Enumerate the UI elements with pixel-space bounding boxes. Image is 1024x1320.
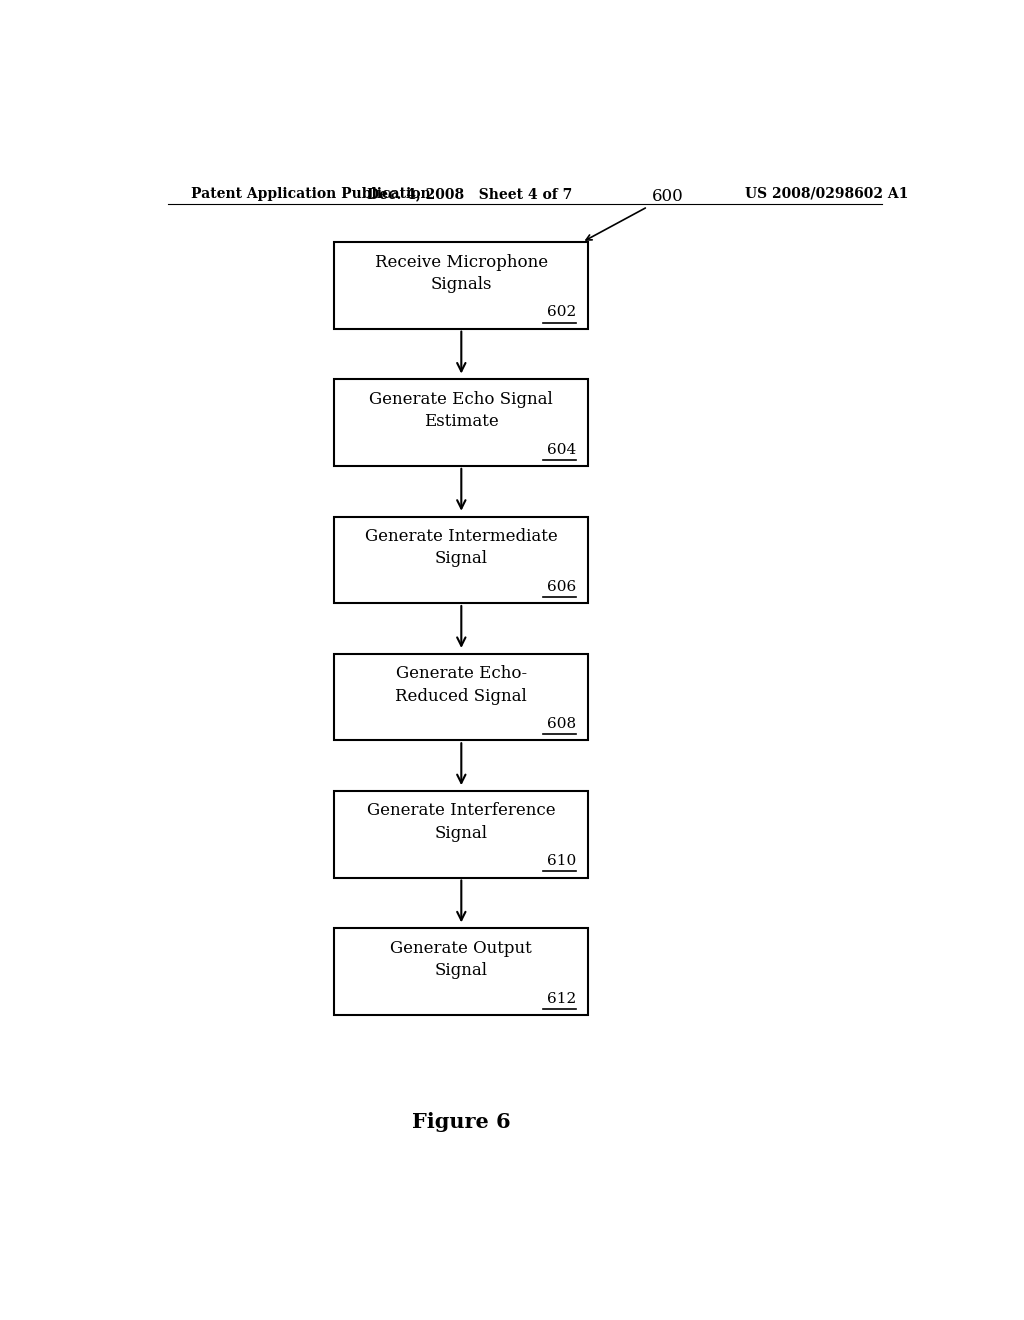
Text: Signal: Signal <box>435 962 487 979</box>
Text: 606: 606 <box>547 579 577 594</box>
Bar <box>334 243 588 329</box>
Text: 600: 600 <box>651 187 684 205</box>
Text: Patent Application Publication: Patent Application Publication <box>191 187 431 201</box>
Text: Generate Interference: Generate Interference <box>367 803 556 820</box>
Text: Reduced Signal: Reduced Signal <box>395 688 527 705</box>
Bar <box>334 379 588 466</box>
Text: US 2008/0298602 A1: US 2008/0298602 A1 <box>744 187 908 201</box>
Text: Signals: Signals <box>430 276 493 293</box>
Text: Signal: Signal <box>435 825 487 842</box>
Bar <box>334 928 588 1015</box>
Text: 610: 610 <box>547 854 577 869</box>
Text: Estimate: Estimate <box>424 413 499 430</box>
Bar <box>334 516 588 603</box>
Text: Signal: Signal <box>435 550 487 568</box>
Text: 604: 604 <box>547 442 577 457</box>
Text: Dec. 4, 2008   Sheet 4 of 7: Dec. 4, 2008 Sheet 4 of 7 <box>367 187 571 201</box>
Text: Receive Microphone: Receive Microphone <box>375 253 548 271</box>
Text: Generate Echo Signal: Generate Echo Signal <box>370 391 553 408</box>
Text: Generate Echo-: Generate Echo- <box>395 665 527 682</box>
Text: Figure 6: Figure 6 <box>412 1111 511 1133</box>
Text: Generate Output: Generate Output <box>390 940 532 957</box>
Bar <box>334 653 588 741</box>
Text: 612: 612 <box>547 991 577 1006</box>
Bar <box>334 791 588 878</box>
Text: 602: 602 <box>547 305 577 319</box>
Text: 608: 608 <box>547 717 577 731</box>
Text: Generate Intermediate: Generate Intermediate <box>365 528 558 545</box>
